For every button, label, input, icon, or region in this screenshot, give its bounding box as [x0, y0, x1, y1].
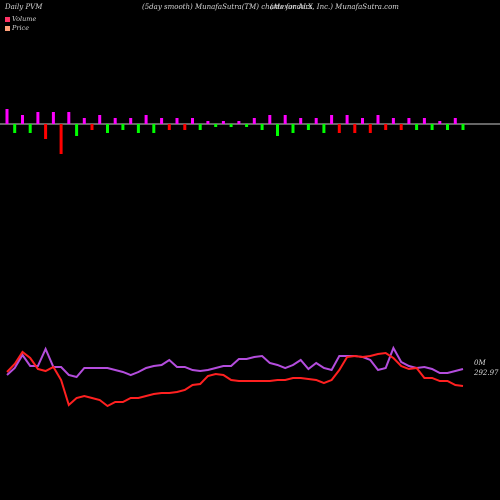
volume-bar [75, 124, 79, 136]
volume-bar [160, 118, 164, 124]
volume-bar [299, 118, 303, 124]
volume-bar [399, 124, 403, 130]
volume-bar [67, 112, 71, 124]
legend-price-swatch [5, 25, 10, 31]
chart-title-left: Daily PVM [5, 3, 43, 11]
volume-bar [214, 124, 218, 127]
volume-bar [438, 121, 442, 124]
volume-bar [51, 112, 55, 124]
volume-bar [376, 115, 380, 124]
volume-line [6, 345, 464, 379]
volume-bar [291, 124, 295, 133]
volume-bar [183, 124, 187, 130]
volume-bar [391, 118, 395, 124]
volume-bar [461, 124, 465, 130]
volume-bar [260, 124, 264, 130]
price-axis-label: 292.97 [473, 369, 499, 377]
volume-bar [422, 118, 426, 124]
volume-bar [21, 115, 24, 124]
volume-bar [98, 115, 102, 124]
volume-bar [59, 124, 63, 154]
volume-bar [252, 118, 256, 124]
chart-title-middle: (5day smooth) MunafaSutra(TM) charts for… [142, 3, 313, 11]
volume-bars [5, 109, 465, 154]
volume-bar [13, 124, 17, 133]
volume-axis-label: 0M [474, 359, 486, 367]
volume-bar [106, 124, 109, 133]
legend-volume-swatch [5, 16, 10, 22]
volume-bar [283, 115, 287, 124]
legend-price: Price [5, 24, 29, 32]
volume-bar [191, 118, 194, 124]
volume-bar [453, 118, 457, 124]
volume-bar [268, 115, 272, 124]
volume-bar [144, 115, 148, 124]
volume-bar [345, 115, 349, 124]
volume-bar [245, 124, 249, 127]
volume-bar [129, 118, 133, 124]
volume-bar [229, 124, 233, 127]
legend-volume: Volume [5, 15, 36, 23]
volume-bar [175, 118, 179, 124]
volume-bar [446, 124, 449, 130]
chart-title-right: (Alexanders, Inc.) MunafaSutra.com [270, 3, 399, 11]
volume-bar [314, 118, 318, 124]
volume-bar [28, 124, 32, 133]
volume-bar [5, 109, 9, 124]
volume-bar [44, 124, 48, 139]
volume-bar [306, 124, 310, 130]
volume-bar [361, 118, 364, 124]
volume-bar [221, 121, 225, 124]
volume-bar [384, 124, 388, 130]
volume-bar [337, 124, 341, 133]
volume-bar [415, 124, 419, 130]
volume-bar [237, 121, 241, 124]
volume-bar [322, 124, 326, 133]
volume-bar [407, 118, 411, 124]
volume-bar [353, 124, 357, 133]
volume-bar [368, 124, 372, 133]
volume-bar [430, 124, 434, 130]
volume-bar [276, 124, 279, 136]
volume-bar [82, 118, 86, 124]
volume-bar [206, 121, 210, 124]
volume-bar [198, 124, 202, 130]
volume-bar [90, 124, 94, 130]
volume-bar [121, 124, 125, 130]
volume-bar [167, 124, 171, 130]
volume-bar [36, 112, 40, 124]
legend-volume-label: Volume [12, 15, 37, 23]
volume-bar [113, 118, 117, 124]
price-line [6, 350, 464, 408]
volume-bar [136, 124, 140, 133]
volume-bar [330, 115, 334, 124]
legend-price-label: Price [12, 24, 30, 32]
volume-bar [152, 124, 156, 133]
